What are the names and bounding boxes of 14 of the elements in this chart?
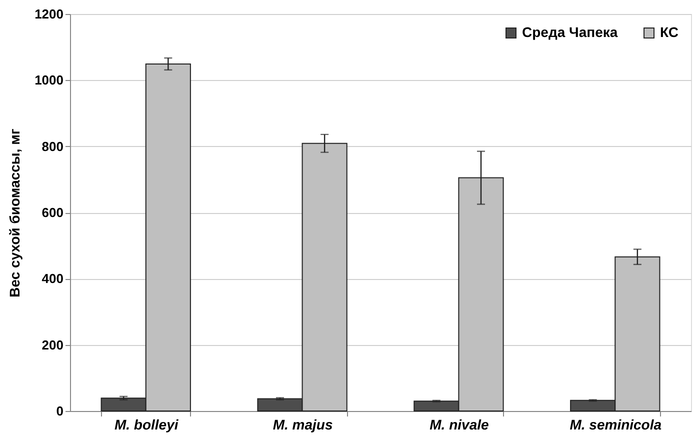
legend-label: Среда Чапека — [522, 24, 618, 40]
y-tick-label: 200 — [42, 337, 64, 352]
legend-label: КС — [660, 24, 678, 40]
y-tick-label: 1000 — [34, 72, 64, 88]
x-tick-label: M. bolleyi — [114, 416, 180, 432]
x-tick-label: M. nivale — [430, 416, 489, 432]
y-axis-title: Вес сухой биомассы, мг — [6, 128, 23, 298]
y-tick-label: 1200 — [34, 6, 64, 22]
x-tick-label: M. seminicola — [570, 416, 662, 432]
x-tick-label: M. majus — [272, 416, 333, 432]
y-tick-label: 800 — [42, 138, 64, 154]
y-tick-label: 400 — [42, 271, 64, 286]
y-tick-label: 0 — [56, 404, 64, 418]
y-tick-label: 600 — [42, 205, 64, 220]
